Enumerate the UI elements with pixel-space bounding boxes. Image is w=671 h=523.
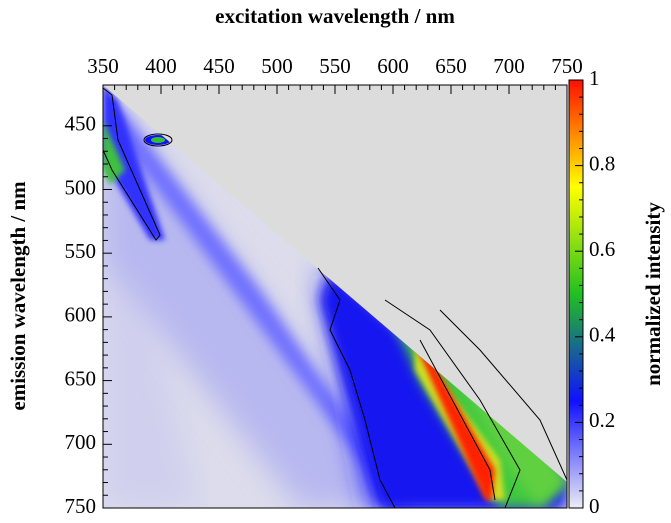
x-tick-label: 700 (493, 54, 525, 78)
x-tick-label: 600 (377, 54, 409, 78)
colorbar-tick-label: 0.6 (589, 237, 615, 261)
x-tick-label: 350 (87, 54, 119, 78)
colorbar-tick-label: 0.4 (589, 323, 616, 347)
colorbar (568, 79, 584, 509)
y-tick-label: 700 (65, 430, 97, 454)
x-tick-label: 450 (203, 54, 235, 78)
x-tick-label: 550 (319, 54, 351, 78)
colorbar-tick-label: 0.2 (589, 408, 615, 432)
y-tick-label: 600 (65, 303, 97, 327)
x-axis-label: excitation wavelength / nm (215, 4, 455, 28)
y-tick-label: 450 (65, 112, 97, 136)
colorbar-tick-label: 0.8 (589, 151, 615, 175)
y-tick-label: 750 (65, 494, 97, 518)
x-tick-label: 500 (261, 54, 293, 78)
colorbar-label: normalized intensity (641, 202, 665, 386)
x-tick-label: 400 (145, 54, 177, 78)
colorbar-tick-label: 0 (589, 494, 600, 518)
y-tick-label: 650 (65, 366, 97, 390)
y-axis-label: emission wavelength / nm (6, 181, 30, 411)
y-tick-label: 500 (65, 175, 97, 199)
y-tick-label: 550 (65, 239, 97, 263)
colorbar-tick-label: 1 (589, 66, 600, 90)
x-tick-label: 650 (435, 54, 467, 78)
heatmap (103, 85, 567, 508)
x-tick-label: 750 (551, 54, 583, 78)
